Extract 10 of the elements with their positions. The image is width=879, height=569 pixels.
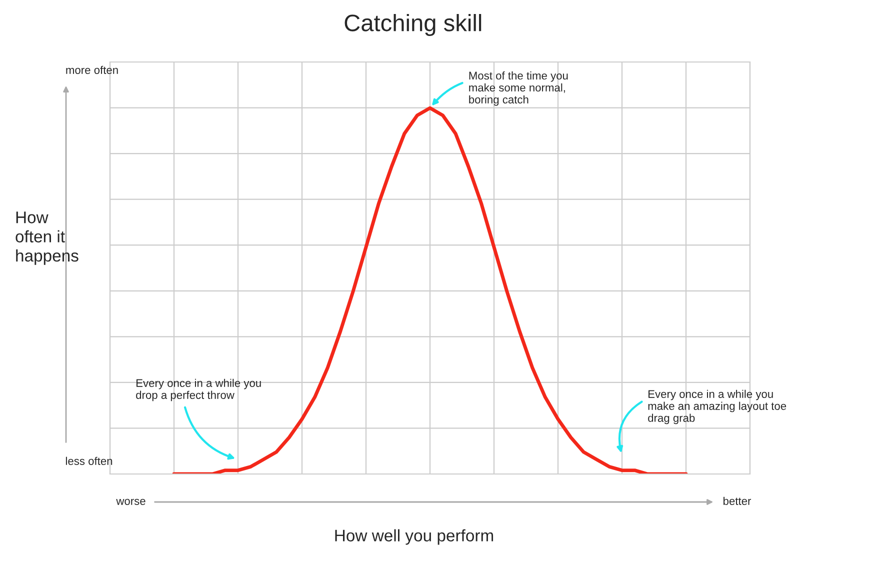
annotation: Every once in a while you make an amazing layout toe drag grab [648,390,786,424]
text: better [724,496,752,505]
chart-title: Catching skill [344,14,482,36]
text: worse [116,498,146,505]
y-axis-title: How often it happens [16,212,78,265]
text: Most of the time you make some normal, boring catch [469,71,568,106]
text: more often [66,66,118,74]
x-axis-title: How well you perform [335,529,494,545]
annotation: Every once in a while you drop a perfect throw [136,378,261,402]
annotation: less often [66,456,112,465]
